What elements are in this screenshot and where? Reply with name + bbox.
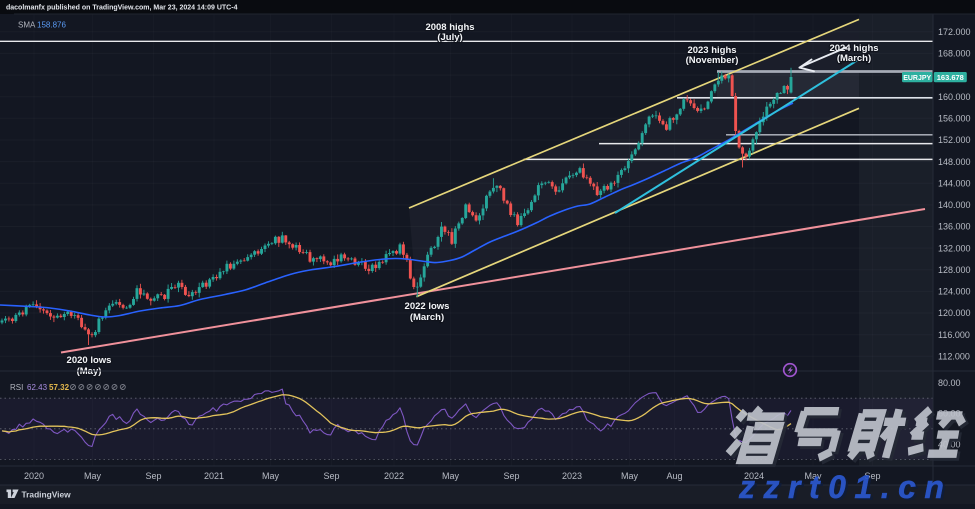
svg-text:140.000: 140.000	[938, 200, 971, 210]
svg-text:128.000: 128.000	[938, 265, 971, 275]
svg-text:(March): (March)	[837, 53, 871, 64]
svg-text:(July): (July)	[437, 32, 462, 43]
svg-text:62.43: 62.43	[27, 383, 48, 392]
svg-text:160.000: 160.000	[938, 92, 971, 102]
svg-text:57.32: 57.32	[49, 383, 70, 392]
svg-text:148.000: 148.000	[938, 157, 971, 167]
svg-text:152.000: 152.000	[938, 135, 971, 145]
svg-text:2024: 2024	[744, 471, 764, 481]
svg-text:124.000: 124.000	[938, 287, 971, 297]
svg-text:2023 highs: 2023 highs	[687, 45, 736, 56]
svg-text:2022 lows: 2022 lows	[405, 301, 450, 312]
svg-text:2020: 2020	[24, 471, 44, 481]
svg-text:172.000: 172.000	[938, 27, 971, 37]
svg-text:2024 highs: 2024 highs	[829, 43, 878, 54]
svg-text:SMA: SMA	[18, 21, 36, 30]
svg-text:May: May	[621, 471, 639, 481]
svg-text:120.000: 120.000	[938, 308, 971, 318]
svg-text:156.000: 156.000	[938, 114, 971, 124]
svg-text:163.678: 163.678	[937, 73, 964, 82]
svg-text:EURJPY: EURJPY	[903, 75, 931, 82]
svg-text:Sep: Sep	[864, 471, 880, 481]
svg-text:2020 lows: 2020 lows	[67, 355, 112, 366]
svg-text:Sep: Sep	[323, 471, 339, 481]
svg-text:May: May	[84, 471, 102, 481]
svg-text:RSI: RSI	[10, 383, 23, 392]
svg-text:2008 highs: 2008 highs	[425, 22, 474, 33]
svg-text:TradingView: TradingView	[22, 490, 72, 500]
svg-text:zzrt01.cn: zzrt01.cn	[738, 469, 952, 504]
svg-text:132.000: 132.000	[938, 243, 971, 253]
svg-text:116.000: 116.000	[938, 330, 970, 340]
svg-text:(March): (March)	[410, 312, 444, 323]
svg-text:(November): (November)	[686, 55, 739, 66]
svg-text:zzrt01.cn: zzrt01.cn	[741, 471, 955, 504]
svg-text:May: May	[804, 471, 822, 481]
svg-text:Sep: Sep	[145, 471, 161, 481]
svg-text:158.876: 158.876	[37, 21, 66, 30]
svg-text:May: May	[262, 471, 280, 481]
svg-text:144.000: 144.000	[938, 178, 971, 188]
svg-text:2022: 2022	[384, 471, 404, 481]
svg-text:dacolmanfx published on Tradin: dacolmanfx published on TradingView.com,…	[6, 5, 238, 12]
svg-text:May: May	[442, 471, 460, 481]
svg-text:112.000: 112.000	[938, 352, 970, 362]
svg-text:Aug: Aug	[666, 471, 682, 481]
svg-text:80.00: 80.00	[938, 378, 961, 388]
svg-text:136.000: 136.000	[938, 222, 971, 232]
svg-text:2023: 2023	[562, 471, 582, 481]
svg-text:Sep: Sep	[503, 471, 519, 481]
svg-text:2021: 2021	[204, 471, 224, 481]
svg-text:168.000: 168.000	[938, 49, 971, 59]
